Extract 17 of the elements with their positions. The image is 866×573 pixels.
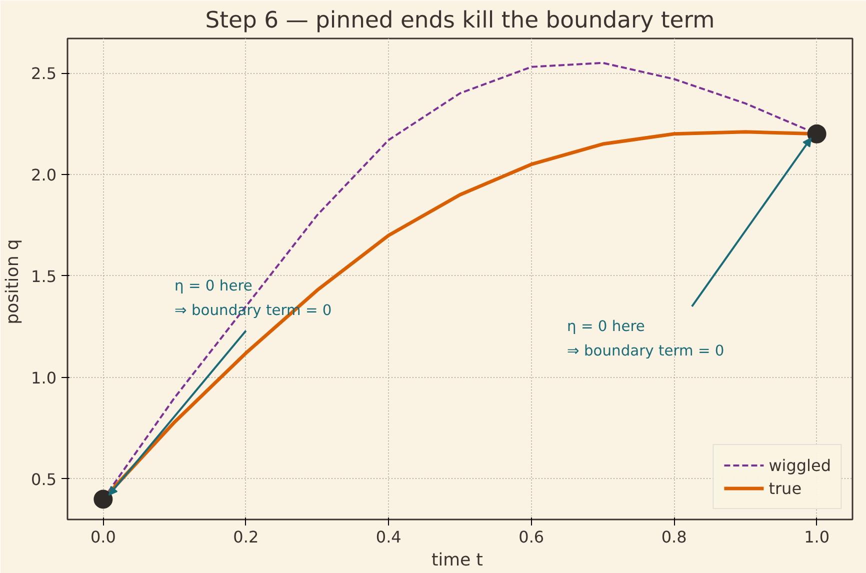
x-tick-label: 1.0 [804,528,830,546]
y-tick-label: 2.0 [31,165,57,184]
x-axis-title: time t [432,550,484,570]
x-tick-label: 0.4 [376,528,402,546]
y-tick-label: 1.0 [31,368,57,388]
x-tick-label: 0.6 [518,528,544,546]
chart-title: Step 6 — pinned ends kill the boundary term [205,8,715,34]
y-tick-label: 2.5 [31,64,57,83]
y-axis-title: position q [3,239,24,324]
x-tick-label: 0.2 [233,528,259,546]
annotation: η = 0 here ⇒ boundary term = 0 [567,318,724,360]
y-tick-label: 1.5 [31,266,57,286]
x-tick-label: 0.0 [90,528,116,546]
x-tick-label: 0.8 [661,528,687,546]
legend-label: true [768,478,802,498]
legend-label: wiggled [768,456,831,474]
y-tick-label: 0.5 [31,470,57,489]
